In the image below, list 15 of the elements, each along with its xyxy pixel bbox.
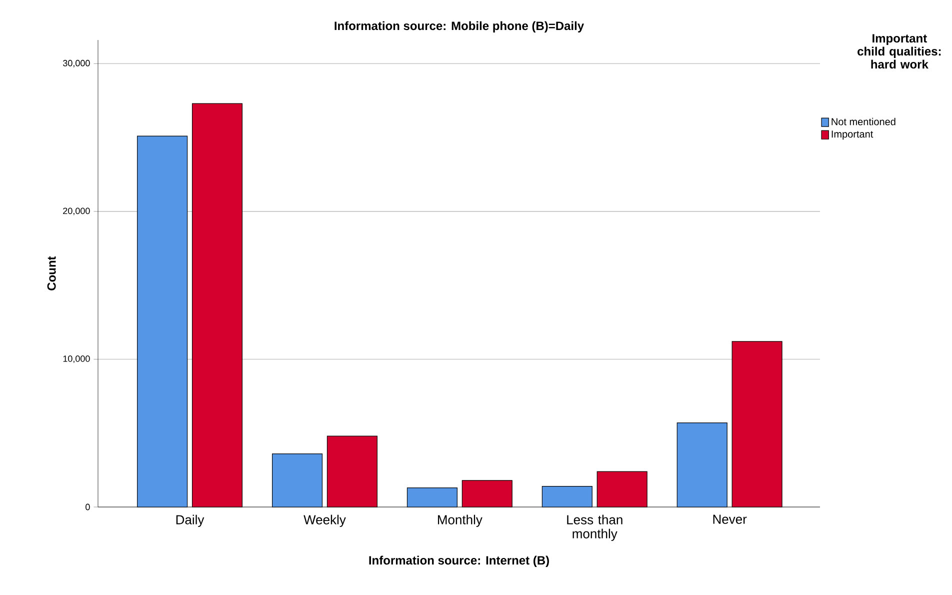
y-tick-label: 10,000 <box>63 355 90 363</box>
y-axis-title: Count <box>47 256 56 290</box>
y-tick-label: 20,000 <box>63 208 90 216</box>
x-tick-label: Never <box>713 514 747 524</box>
legend-title: Important child qualities: hard work <box>858 34 941 69</box>
x-axis-title: Information source: Internet (B) <box>369 556 549 567</box>
y-tick-label: 0 <box>86 504 90 510</box>
x-tick-label: Monthly <box>438 514 482 527</box>
x-tick-label: Less than monthly <box>567 514 622 541</box>
legend-label: Important <box>832 130 874 140</box>
y-tick-label: 30,000 <box>63 60 90 68</box>
x-tick-label: Daily <box>176 514 204 527</box>
x-tick-label: Weekly <box>304 514 346 527</box>
chart-title: Information source: Mobile phone (B)=Daily <box>334 21 584 32</box>
legend-label: Not mentioned <box>832 118 896 126</box>
